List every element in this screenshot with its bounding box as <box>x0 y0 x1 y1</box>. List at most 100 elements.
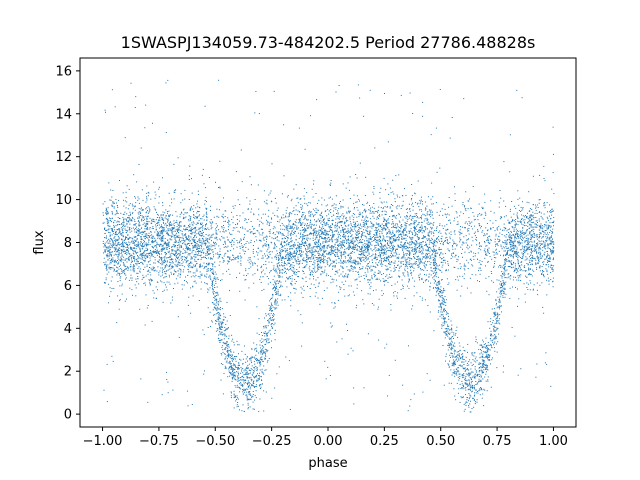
data-point <box>238 368 240 370</box>
data-point <box>141 256 143 258</box>
data-point <box>494 338 496 340</box>
data-point <box>322 254 323 256</box>
data-point <box>504 235 506 237</box>
data-point <box>183 225 185 227</box>
data-point <box>359 162 361 164</box>
data-point <box>424 266 426 268</box>
data-point <box>441 314 443 316</box>
data-point <box>120 249 122 251</box>
data-point <box>193 217 195 218</box>
data-point <box>164 252 166 254</box>
data-point <box>259 358 261 360</box>
data-point <box>153 219 155 221</box>
data-point <box>308 233 310 235</box>
data-point <box>209 237 211 239</box>
data-point <box>224 216 226 217</box>
data-point <box>301 240 303 242</box>
data-point <box>153 292 155 294</box>
data-point <box>450 234 452 235</box>
data-point <box>182 252 184 254</box>
data-point <box>289 254 291 256</box>
data-point <box>481 261 483 263</box>
data-point <box>196 268 198 270</box>
data-point <box>518 237 519 239</box>
data-point <box>343 276 345 278</box>
data-point <box>246 241 248 242</box>
data-point <box>405 194 407 196</box>
data-point <box>550 225 552 227</box>
data-point <box>317 264 319 266</box>
data-point <box>322 241 324 243</box>
data-point <box>495 220 497 222</box>
data-point <box>265 260 267 262</box>
data-point <box>411 249 413 251</box>
data-point <box>165 215 167 217</box>
data-point <box>480 349 481 350</box>
data-point <box>187 390 188 392</box>
data-point <box>479 267 481 269</box>
data-point <box>341 206 343 208</box>
data-point <box>323 262 325 264</box>
data-point <box>167 242 169 244</box>
data-point <box>499 283 501 285</box>
data-point <box>140 245 142 247</box>
data-point <box>511 262 512 264</box>
data-point <box>487 242 489 243</box>
data-point <box>133 265 135 267</box>
data-point <box>314 234 316 236</box>
data-point <box>514 235 516 237</box>
data-point <box>229 355 231 357</box>
data-point <box>158 216 160 218</box>
data-point <box>229 361 231 363</box>
data-point <box>506 252 507 254</box>
data-point <box>370 248 372 250</box>
data-point <box>503 291 504 293</box>
data-point <box>252 401 254 403</box>
data-point <box>184 234 186 235</box>
data-point <box>196 247 198 249</box>
data-point <box>300 255 302 257</box>
data-point <box>164 230 166 232</box>
data-point <box>198 215 200 217</box>
data-point <box>340 260 342 262</box>
data-point <box>433 242 435 244</box>
data-point <box>388 222 390 224</box>
data-point <box>164 272 166 274</box>
data-point <box>422 213 424 215</box>
data-point <box>394 245 395 247</box>
data-point <box>230 397 232 399</box>
data-point <box>491 359 493 361</box>
data-point <box>192 275 194 277</box>
data-point <box>212 309 214 311</box>
data-point <box>131 220 133 222</box>
data-point <box>492 281 494 283</box>
data-point <box>225 243 226 245</box>
data-point <box>127 234 129 236</box>
data-point <box>394 198 396 200</box>
data-point <box>362 239 364 241</box>
data-point <box>392 249 394 251</box>
data-point <box>205 283 207 285</box>
data-point <box>130 213 131 215</box>
data-point <box>180 237 182 239</box>
data-point <box>380 263 382 265</box>
data-point <box>450 258 452 259</box>
data-point <box>361 254 363 256</box>
data-point <box>138 216 140 218</box>
data-point <box>143 239 145 241</box>
data-point <box>331 325 333 327</box>
data-point <box>191 178 192 180</box>
data-point <box>496 302 497 304</box>
data-point <box>439 291 440 293</box>
data-point <box>314 251 316 253</box>
data-point <box>200 288 202 290</box>
data-point <box>509 254 511 256</box>
data-point <box>196 216 198 218</box>
data-point <box>147 235 149 236</box>
data-point <box>358 263 360 265</box>
data-point <box>509 210 511 212</box>
data-point <box>286 207 288 209</box>
data-point <box>158 219 160 221</box>
data-point <box>521 242 523 244</box>
data-point <box>308 211 310 213</box>
